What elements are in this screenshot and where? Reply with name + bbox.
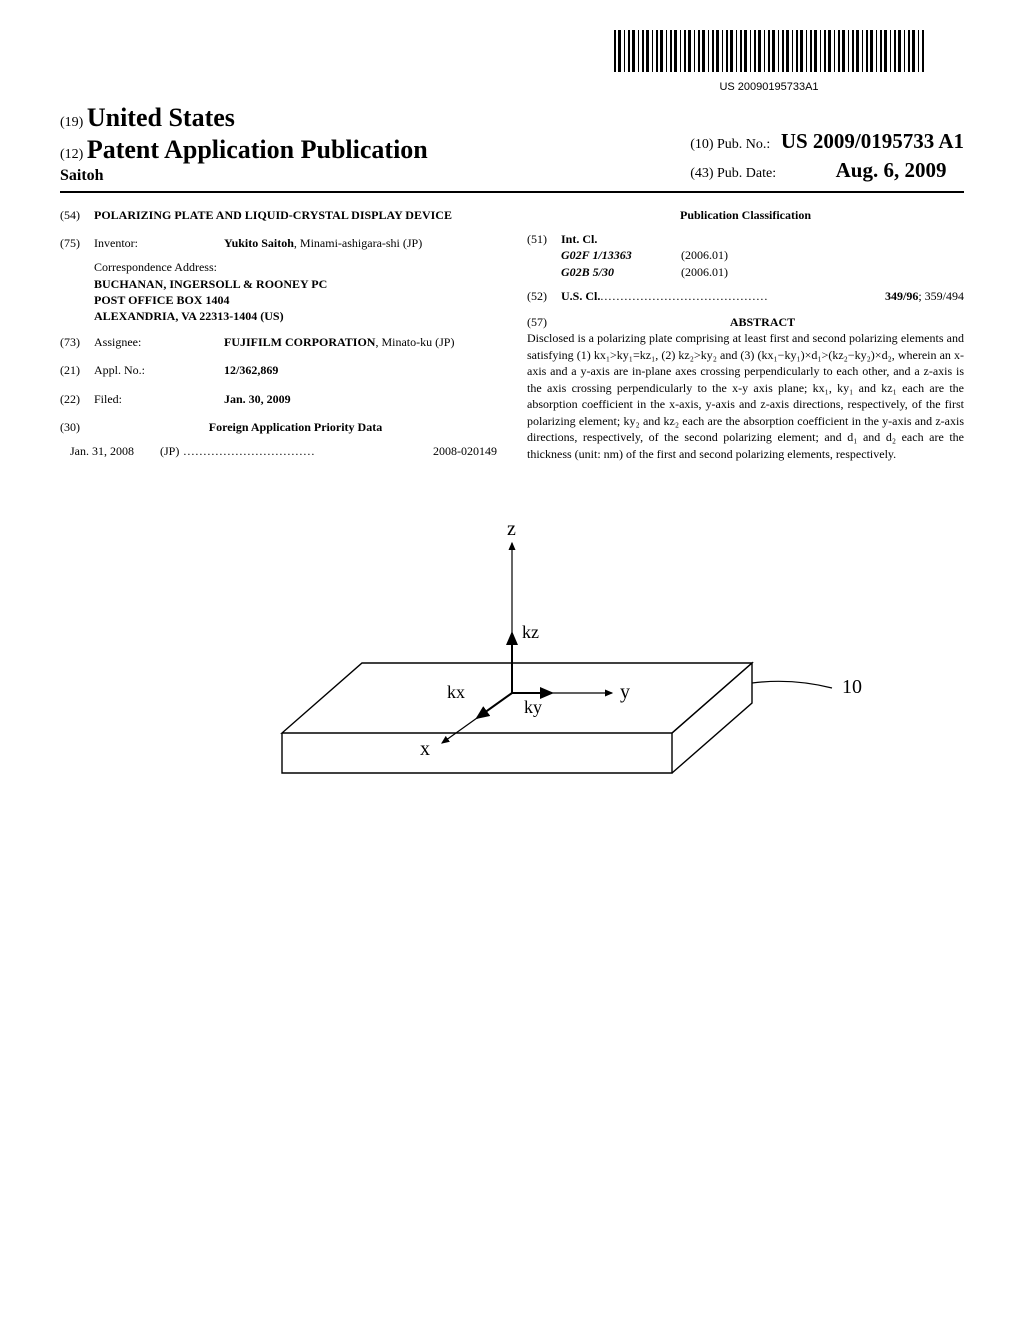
uscl-label: U.S. Cl.	[561, 288, 600, 304]
priority-field: (30) Foreign Application Priority Data	[60, 419, 497, 435]
kz-label: kz	[522, 622, 539, 642]
assignee-field: (73) Assignee: FUJIFILM CORPORATION, Min…	[60, 334, 497, 350]
correspondence-line3: ALEXANDRIA, VA 22313-1404 (US)	[94, 308, 497, 324]
pub-no-line: (10) Pub. No.: US 2009/0195733 A1	[690, 129, 964, 154]
appl-code: (21)	[60, 362, 94, 378]
intcl-block: (51) Int. Cl. G02F 1/13363 (2006.01) G02…	[527, 231, 964, 280]
intcl-year: (2006.01)	[681, 264, 728, 280]
slab	[282, 663, 752, 773]
country-name: United States	[87, 103, 235, 132]
abstract-code: (57)	[527, 314, 561, 330]
intcl-item: G02F 1/13363 (2006.01)	[561, 247, 964, 263]
kx-axis	[477, 693, 512, 718]
x-label: x	[420, 738, 430, 760]
priority-date: Jan. 31, 2008	[70, 443, 160, 459]
inventor-value: Yukito Saitoh, Minami-ashigara-shi (JP)	[224, 235, 497, 251]
uscl-code: (52)	[527, 288, 561, 304]
pub-type: Patent Application Publication	[87, 135, 428, 164]
assignee-code: (73)	[60, 334, 94, 350]
pubclass-title: Publication Classification	[527, 207, 964, 223]
title-code: (54)	[60, 207, 94, 223]
pub-no: US 2009/0195733 A1	[781, 129, 964, 153]
biblio-columns: (54) POLARIZING PLATE AND LIQUID-CRYSTAL…	[60, 207, 964, 463]
assignee-label: Assignee:	[94, 334, 224, 350]
pub-no-code: (10)	[690, 137, 713, 152]
header-left: (19) United States (12) Patent Applicati…	[60, 103, 428, 185]
divider	[60, 191, 964, 193]
header-right: (10) Pub. No.: US 2009/0195733 A1 (43) P…	[690, 129, 964, 185]
abstract-text: Disclosed is a polarizing plate comprisi…	[527, 330, 964, 462]
priority-country-dots: (JP) .................................	[160, 443, 407, 459]
appl-value: 12/362,869	[224, 362, 497, 378]
z-label: z	[507, 518, 516, 540]
pub-no-label: Pub. No.:	[717, 137, 770, 152]
title-field: (54) POLARIZING PLATE AND LIQUID-CRYSTAL…	[60, 207, 497, 223]
abstract-title: ABSTRACT	[561, 314, 964, 330]
barcode-number: US 20090195733A1	[614, 81, 924, 93]
priority-row: Jan. 31, 2008 (JP) .....................…	[70, 443, 497, 459]
filed-code: (22)	[60, 391, 94, 407]
pub-date-line: (43) Pub. Date: Aug. 6, 2009	[690, 158, 964, 183]
inventor-field: (75) Inventor: Yukito Saitoh, Minami-ash…	[60, 235, 497, 251]
intcl-header: (51) Int. Cl.	[527, 231, 964, 247]
intcl-class: G02B 5/30	[561, 264, 681, 280]
figure-svg: 10 z kz y ky x kx	[152, 513, 872, 873]
country-code: (19)	[60, 115, 83, 130]
country-line: (19) United States	[60, 103, 428, 133]
lead-line	[752, 681, 832, 688]
intcl-code: (51)	[527, 231, 561, 247]
title-value: POLARIZING PLATE AND LIQUID-CRYSTAL DISP…	[94, 207, 497, 223]
appl-field: (21) Appl. No.: 12/362,869	[60, 362, 497, 378]
filed-value: Jan. 30, 2009	[224, 391, 497, 407]
intcl-class: G02F 1/13363	[561, 247, 681, 263]
correspondence: Correspondence Address: BUCHANAN, INGERS…	[94, 259, 497, 324]
pub-type-line: (12) Patent Application Publication	[60, 135, 428, 165]
inventor-code: (75)	[60, 235, 94, 251]
ky-label: ky	[524, 697, 542, 717]
right-column: Publication Classification (51) Int. Cl.…	[527, 207, 964, 463]
uscl-row: (52) U.S. Cl. ..........................…	[527, 288, 964, 304]
correspondence-line2: POST OFFICE BOX 1404	[94, 292, 497, 308]
priority-title: Foreign Application Priority Data	[94, 419, 497, 435]
intcl-item: G02B 5/30 (2006.01)	[561, 264, 964, 280]
filed-field: (22) Filed: Jan. 30, 2009	[60, 391, 497, 407]
pub-date-label: Pub. Date:	[717, 166, 776, 181]
priority-no: 2008-020149	[407, 443, 497, 459]
header: (19) United States (12) Patent Applicati…	[60, 103, 964, 185]
correspondence-line1: BUCHANAN, INGERSOLL & ROONEY PC	[94, 276, 497, 292]
y-label: y	[620, 681, 630, 703]
uscl-dots: ........................................…	[600, 288, 885, 304]
abstract-header: (57) ABSTRACT	[527, 314, 964, 330]
inventor-label: Inventor:	[94, 235, 224, 251]
ref-label: 10	[842, 676, 862, 698]
barcode	[614, 30, 924, 72]
appl-label: Appl. No.:	[94, 362, 224, 378]
intcl-year: (2006.01)	[681, 247, 728, 263]
figure: 10 z kz y ky x kx	[60, 513, 964, 893]
left-column: (54) POLARIZING PLATE AND LIQUID-CRYSTAL…	[60, 207, 497, 463]
barcode-region: US 20090195733A1	[60, 30, 924, 95]
priority-code: (30)	[60, 419, 94, 435]
pub-date-code: (43)	[690, 166, 713, 181]
uscl-rest: ; 359/494	[918, 288, 964, 304]
pub-date: Aug. 6, 2009	[836, 158, 947, 182]
uscl-bold: 349/96	[885, 288, 918, 304]
kx-label: kx	[447, 682, 465, 702]
applicant-name: Saitoh	[60, 167, 428, 185]
filed-label: Filed:	[94, 391, 224, 407]
assignee-value: FUJIFILM CORPORATION, Minato-ku (JP)	[224, 334, 497, 350]
correspondence-label: Correspondence Address:	[94, 259, 497, 275]
intcl-label: Int. Cl.	[561, 231, 621, 247]
pub-type-code: (12)	[60, 147, 83, 162]
